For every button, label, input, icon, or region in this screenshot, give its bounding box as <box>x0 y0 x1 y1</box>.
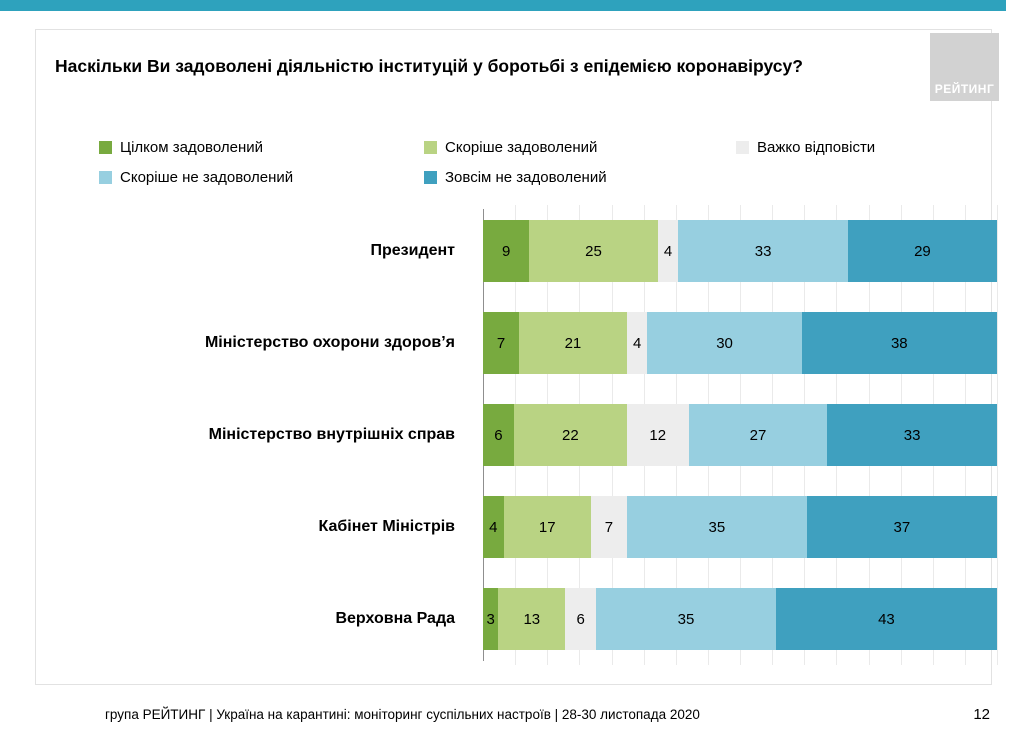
category-label: Верховна Рада <box>335 609 455 627</box>
top-accent-bar <box>0 0 1006 11</box>
legend-label: Зовсім не задоволений <box>445 169 607 186</box>
chart: Президент 9 25 4 33 29 Міністерство охорони зд… <box>55 205 998 665</box>
gridline <box>997 205 998 665</box>
legend-swatch <box>736 141 749 154</box>
bar-segment: 21 <box>518 312 627 374</box>
segment-value: 4 <box>633 334 642 352</box>
legend-item: Цілком задоволений <box>99 139 424 156</box>
bar-segment: 4 <box>483 496 504 558</box>
segment-value: 30 <box>716 334 733 352</box>
bar-segment: 35 <box>596 588 776 650</box>
bar-segment: 3 <box>483 588 499 650</box>
segment-value: 43 <box>878 610 895 628</box>
segment-value: 33 <box>903 426 921 444</box>
segment-value: 9 <box>501 242 511 260</box>
legend-swatch <box>99 171 112 184</box>
bar-segment: 4 <box>626 312 648 374</box>
chart-row: Міністерство охорони здоров’я 7 21 4 30 38 <box>55 297 997 389</box>
legend-swatch <box>424 141 437 154</box>
bar-segment: 22 <box>513 404 627 466</box>
stacked-bar: 3 13 6 35 43 <box>483 588 997 650</box>
legend-item: Скоріше не задоволений <box>99 169 424 186</box>
footer-source: група РЕЙТИНГ | Україна на карантині: мо… <box>105 707 700 722</box>
segment-value: 13 <box>523 610 541 628</box>
segment-value: 3 <box>486 610 495 628</box>
legend-item: Зовсім не задоволений <box>424 169 736 186</box>
bar-segment: 6 <box>483 404 514 466</box>
rating-group-logo: РЕЙТИНГ <box>930 33 999 101</box>
bar-segment: 6 <box>565 588 597 650</box>
segment-value: 38 <box>890 334 908 352</box>
segment-value: 7 <box>604 518 614 536</box>
chart-row: Кабінет Міністрів 4 17 7 35 37 <box>55 481 997 573</box>
bar-segment: 7 <box>483 312 519 374</box>
segment-value: 27 <box>749 426 767 444</box>
category-label: Президент <box>370 241 455 259</box>
segment-value: 12 <box>649 426 667 444</box>
segment-value: 4 <box>489 518 498 536</box>
segment-value: 4 <box>663 242 673 260</box>
bar-segment: 33 <box>678 220 848 282</box>
legend-item: Скоріше задоволений <box>424 139 736 156</box>
bar-segment: 35 <box>626 496 807 558</box>
bar-segment: 13 <box>498 588 566 650</box>
chart-row: Міністерство внутрішніх справ 6 22 12 27 33 <box>55 389 997 481</box>
bar-segment: 17 <box>503 496 591 558</box>
chart-row: Президент 9 25 4 33 29 <box>55 205 997 297</box>
bar-segment: 4 <box>657 220 679 282</box>
legend-label: Цілком задоволений <box>120 139 263 156</box>
segment-value: 7 <box>496 334 506 352</box>
segment-value: 6 <box>494 426 503 444</box>
bar-segment: 29 <box>847 220 997 282</box>
legend-swatch <box>99 141 112 154</box>
segment-value: 29 <box>914 242 931 260</box>
bar-segment: 30 <box>647 312 802 374</box>
segment-value: 37 <box>893 518 911 536</box>
stacked-bar: 6 22 12 27 33 <box>483 404 997 466</box>
stacked-bar: 4 17 7 35 37 <box>483 496 997 558</box>
category-label: Міністерство внутрішніх справ <box>208 425 455 443</box>
bar-segment: 12 <box>626 404 689 466</box>
page-number: 12 <box>973 706 990 723</box>
bar-segment: 33 <box>827 404 997 466</box>
bar-segment: 43 <box>775 588 997 650</box>
chart-rows: Президент 9 25 4 33 29 Міністерство охорони зд… <box>55 205 997 665</box>
chart-row: Верховна Рада 3 13 6 35 43 <box>55 573 997 665</box>
chart-title: Наскільки Ви задоволені діяльністю інсти… <box>55 56 803 76</box>
legend-label: Скоріше задоволений <box>445 139 598 156</box>
bar-segment: 9 <box>483 220 530 282</box>
bar-segment: 37 <box>806 496 997 558</box>
segment-value: 17 <box>538 518 556 536</box>
segment-value: 35 <box>677 610 695 628</box>
segment-value: 35 <box>708 518 726 536</box>
segment-value: 6 <box>576 610 585 628</box>
bar-segment: 25 <box>529 220 658 282</box>
category-label: Кабінет Міністрів <box>318 517 456 535</box>
segment-value: 22 <box>562 426 579 444</box>
legend-item: Важко відповісти <box>736 139 875 156</box>
segment-value: 25 <box>585 242 602 260</box>
legend: Цілком задоволений Скоріше задоволений Важ… <box>99 139 875 186</box>
segment-value: 33 <box>754 242 772 260</box>
bar-segment: 27 <box>688 404 828 466</box>
legend-label: Важко відповісти <box>757 139 876 156</box>
segment-value: 21 <box>564 334 582 352</box>
stacked-bar: 7 21 4 30 38 <box>483 312 997 374</box>
logo-text: РЕЙТИНГ <box>934 82 995 96</box>
category-label: Міністерство охорони здоров’я <box>204 333 455 351</box>
legend-label: Скоріше не задоволений <box>120 169 294 186</box>
stacked-bar: 9 25 4 33 29 <box>483 220 997 282</box>
legend-swatch <box>424 171 437 184</box>
bar-segment: 7 <box>590 496 627 558</box>
bar-segment: 38 <box>801 312 997 374</box>
